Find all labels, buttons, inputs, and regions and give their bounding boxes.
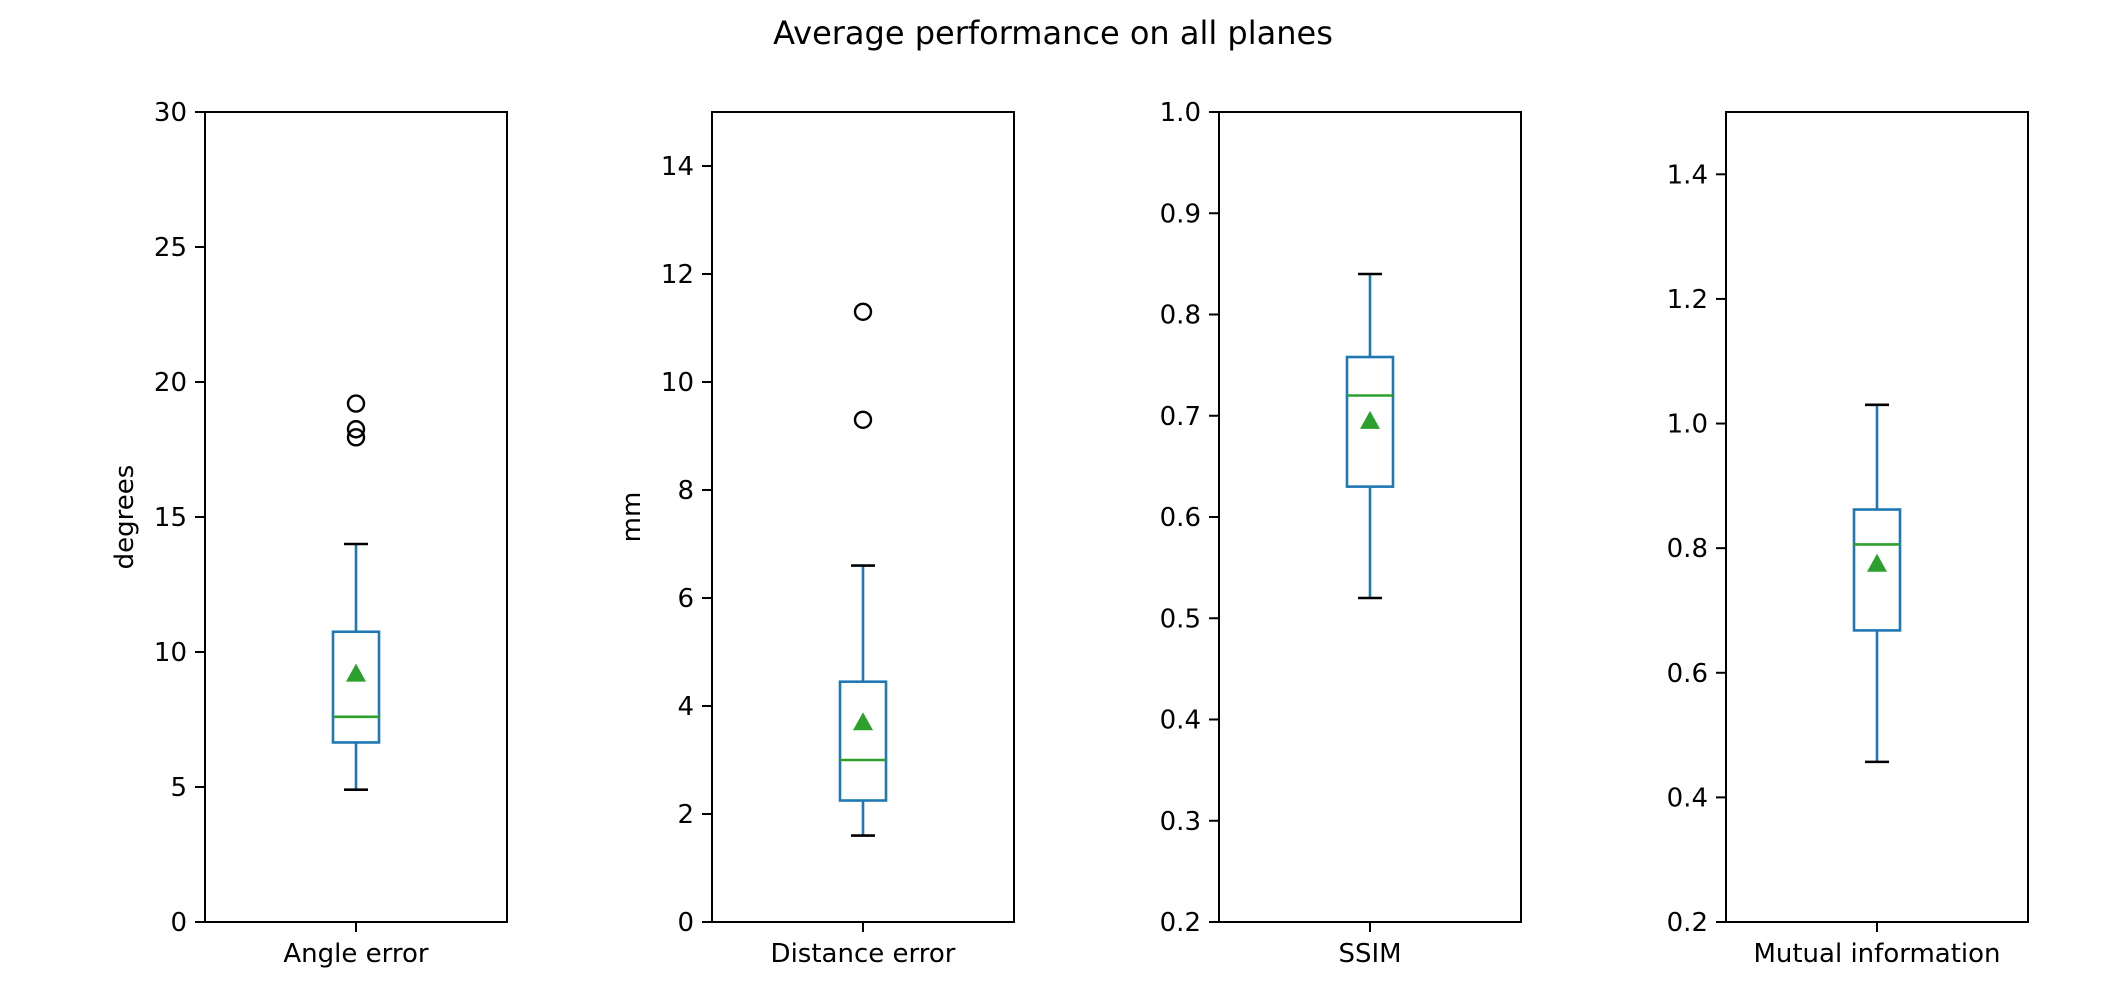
- panels: 0 5 10 15 20 25 30 Angle error degrees 0 2 4 6 8 10 12 1…: [110, 98, 2029, 969]
- y-tick-label: 1.0: [1160, 98, 1201, 128]
- mean-marker: [1867, 553, 1887, 572]
- y-tick-label: 0.9: [1160, 199, 1201, 229]
- outlier-point: [853, 410, 873, 429]
- y-tick-label: 0.8: [1160, 301, 1201, 331]
- x-tick-label: Angle error: [283, 939, 429, 969]
- iqr-box: [838, 680, 888, 802]
- iqr-box: [1852, 508, 1902, 632]
- panel-3: 0.2 0.3 0.4 0.5 0.6 0.7 0.8 0.9 1.0 SSIM: [1160, 98, 1522, 969]
- mean-marker: [346, 663, 366, 682]
- y-tick-label: 0: [170, 908, 187, 938]
- y-tick-label: 0.6: [1160, 503, 1201, 533]
- y-tick-label: 0.2: [1160, 908, 1201, 938]
- panel-1: 0 5 10 15 20 25 30 Angle error degrees: [110, 98, 508, 969]
- y-axis-label: degrees: [110, 465, 140, 570]
- panel-2: 0 2 4 6 8 10 12 14 Distance error mm: [617, 111, 1015, 969]
- axes-frame: [1725, 111, 2029, 923]
- y-tick-label: 0.2: [1667, 908, 1708, 938]
- y-tick-label: 10: [154, 638, 187, 668]
- y-tick-label: 0.3: [1160, 807, 1201, 837]
- panel-4: 0.2 0.4 0.6 0.8 1.0 1.2 1.4 Mutual information: [1667, 111, 2029, 969]
- y-tick-label: 0.7: [1160, 402, 1201, 432]
- y-tick-label: 5: [170, 773, 187, 803]
- y-tick-label: 0: [677, 908, 694, 938]
- mean-marker: [853, 712, 873, 731]
- y-tick-label: 6: [677, 584, 694, 614]
- iqr-box: [331, 630, 381, 744]
- x-tick-label: Mutual information: [1753, 939, 2000, 969]
- y-tick-label: 0.4: [1160, 706, 1201, 736]
- y-tick-label: 1.0: [1667, 410, 1708, 440]
- outlier-point: [346, 394, 366, 413]
- y-tick-label: 0.6: [1667, 659, 1708, 689]
- outlier-point: [853, 302, 873, 321]
- outlier-point: [346, 420, 366, 439]
- y-tick-label: 25: [154, 233, 187, 263]
- y-tick-label: 20: [154, 368, 187, 398]
- outlier-point: [346, 428, 366, 447]
- iqr-box: [1345, 355, 1395, 488]
- y-tick-label: 4: [677, 692, 694, 722]
- axes-frame: [204, 111, 508, 923]
- y-tick-label: 12: [661, 260, 694, 290]
- y-tick-label: 15: [154, 503, 187, 533]
- x-tick-label: SSIM: [1338, 939, 1401, 969]
- y-tick-label: 10: [661, 368, 694, 398]
- axes-frame: [711, 111, 1015, 923]
- y-tick-label: 30: [154, 98, 187, 128]
- axes-frame: [1218, 111, 1522, 923]
- y-tick-label: 14: [661, 152, 694, 182]
- y-tick-label: 8: [677, 476, 694, 506]
- y-tick-label: 0.4: [1667, 783, 1708, 813]
- chart-title: Average performance on all planes: [773, 14, 1333, 52]
- x-tick-label: Distance error: [771, 939, 956, 969]
- y-axis-label: mm: [617, 492, 647, 543]
- y-tick-label: 2: [677, 800, 694, 830]
- y-tick-label: 1.4: [1667, 160, 1708, 190]
- y-tick-label: 0.5: [1160, 604, 1201, 634]
- mean-marker: [1360, 410, 1380, 429]
- y-tick-label: 0.8: [1667, 534, 1708, 564]
- y-tick-label: 1.2: [1667, 285, 1708, 315]
